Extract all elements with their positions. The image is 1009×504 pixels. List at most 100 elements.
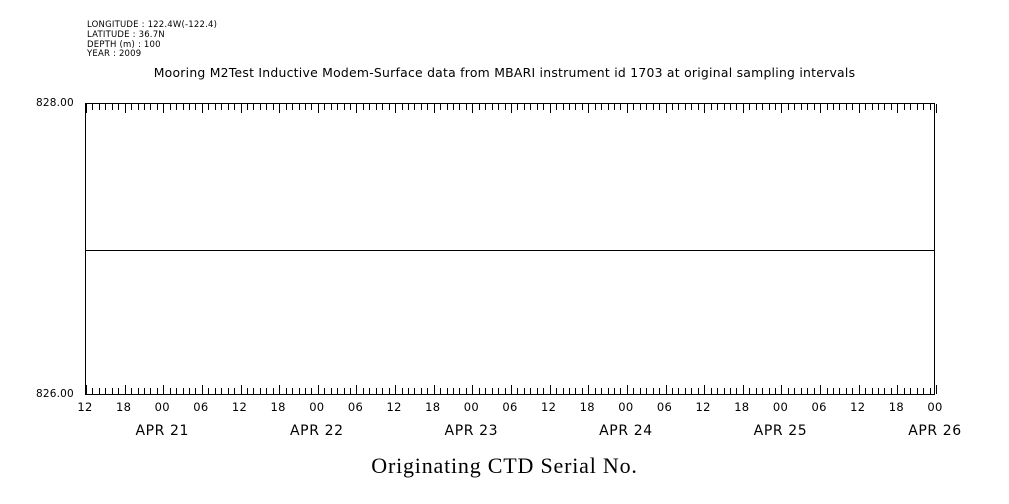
x-axis-tick-bottom-minor	[568, 388, 570, 394]
x-axis-tick-top-minor	[234, 104, 236, 110]
x-axis-tick-bottom-minor	[562, 388, 564, 394]
x-axis-day-label: APR 25	[753, 423, 808, 439]
x-axis-tick-bottom-minor	[330, 388, 332, 394]
x-axis-tick-bottom-minor	[234, 388, 236, 394]
axis-caption: Originating CTD Serial No.	[371, 453, 638, 478]
x-axis-tick-bottom-minor	[556, 388, 558, 394]
x-axis-tick-bottom-minor	[453, 388, 455, 394]
x-axis-tick-top-minor	[401, 104, 403, 110]
x-axis-hour-label: 06	[811, 400, 827, 414]
x-axis-tick-bottom-major	[124, 385, 126, 394]
x-axis-tick-top-minor	[298, 104, 300, 110]
x-axis-tick-bottom-minor	[169, 388, 171, 394]
x-axis-tick-bottom-minor	[208, 388, 210, 394]
x-axis-tick-bottom-major	[317, 385, 319, 394]
x-axis-tick-bottom-minor	[543, 388, 545, 394]
x-axis-tick-bottom-minor	[659, 388, 661, 394]
x-axis-tick-bottom-minor	[189, 388, 191, 394]
x-axis-tick-top-minor	[169, 104, 171, 110]
x-axis-tick-top-minor	[498, 104, 500, 110]
x-axis-tick-bottom-major	[588, 385, 590, 394]
x-axis-tick-top-minor	[182, 104, 184, 110]
x-axis-tick-bottom-minor	[884, 388, 886, 394]
x-axis-tick-top-minor	[195, 104, 197, 110]
plot-title: Mooring M2Test Inductive Modem-Surface d…	[153, 65, 856, 80]
x-axis-hour-label: 00	[927, 400, 943, 414]
x-axis-hour-label: 12	[541, 400, 557, 414]
x-axis-hour-label: 06	[656, 400, 673, 414]
x-axis-tick-top-minor	[118, 104, 120, 110]
x-axis-tick-bottom-minor	[639, 388, 641, 394]
x-axis-tick-top-minor	[131, 104, 133, 110]
x-axis-tick-bottom-major	[742, 385, 744, 394]
x-axis-tick-bottom-minor	[459, 388, 461, 394]
x-axis-tick-bottom-minor	[420, 388, 422, 394]
x-axis-hour-label: 00	[618, 400, 634, 414]
x-axis-tick-bottom-minor	[150, 388, 152, 394]
x-axis-tick-top-major	[279, 104, 281, 113]
x-axis-tick-bottom-minor	[259, 388, 261, 394]
x-axis-tick-bottom-major	[820, 385, 822, 394]
x-axis-tick-top-minor	[697, 104, 699, 110]
x-axis-tick-bottom-minor	[916, 388, 918, 394]
x-axis-tick-top-minor	[710, 104, 712, 110]
x-axis-tick-top-minor	[607, 104, 609, 110]
x-axis-tick-bottom-minor	[717, 388, 719, 394]
x-axis-tick-bottom-minor	[131, 388, 133, 394]
x-axis-tick-top-minor	[189, 104, 191, 110]
plot-area	[85, 103, 937, 395]
x-axis-tick-top-minor	[150, 104, 152, 110]
x-axis-tick-top-minor	[285, 104, 287, 110]
x-axis-tick-top-minor	[478, 104, 480, 110]
x-axis-tick-top-minor	[208, 104, 210, 110]
x-axis-hour-label: 06	[347, 400, 364, 414]
x-axis-tick-bottom-minor	[852, 388, 854, 394]
x-axis-tick-top-minor	[839, 104, 841, 110]
x-axis-tick-bottom-minor	[143, 388, 145, 394]
y-axis-label-top: 828.00	[36, 97, 74, 109]
x-axis-tick-top-major	[742, 104, 744, 113]
x-axis-hour-label: 00	[154, 400, 170, 414]
x-axis-tick-top-minor	[568, 104, 570, 110]
x-axis-tick-top-minor	[523, 104, 525, 110]
x-axis-tick-top-minor	[556, 104, 558, 110]
x-axis-hour-label: 12	[695, 400, 711, 414]
x-axis-tick-top-minor	[878, 104, 880, 110]
x-axis-tick-top-minor	[414, 104, 416, 110]
x-axis-hour-label: 18	[579, 400, 595, 414]
x-axis-tick-top-major	[201, 104, 203, 113]
x-axis-tick-top-major	[704, 104, 706, 113]
x-axis-tick-bottom-major	[201, 385, 203, 394]
metadata-longitude: LONGITUDE : 122.4W(-122.4)	[87, 20, 218, 30]
x-axis-tick-bottom-minor	[491, 388, 493, 394]
x-axis-tick-bottom-minor	[504, 388, 506, 394]
x-axis-tick-top-minor	[137, 104, 139, 110]
x-axis-tick-top-minor	[324, 104, 326, 110]
metadata-latitude: LATITUDE : 36.7N	[87, 29, 165, 40]
x-axis-tick-bottom-minor	[871, 388, 873, 394]
x-axis-day-label: APR 26	[908, 423, 962, 439]
x-axis-tick-bottom-minor	[620, 388, 622, 394]
x-axis-tick-top-minor	[646, 104, 648, 110]
metadata-year: YEAR : 2009	[87, 49, 142, 60]
x-axis-tick-top-minor	[762, 104, 764, 110]
x-axis-tick-top-minor	[427, 104, 429, 110]
x-axis-tick-top-minor	[787, 104, 789, 110]
x-axis-tick-bottom-minor	[137, 388, 139, 394]
x-axis-tick-bottom-minor	[266, 388, 268, 394]
x-axis-tick-bottom-minor	[298, 388, 300, 394]
x-axis-tick-top-minor	[794, 104, 796, 110]
x-axis-hour-label: 18	[888, 400, 904, 414]
x-axis-tick-top-minor	[105, 104, 107, 110]
x-axis-tick-top-minor	[485, 104, 487, 110]
x-axis-tick-bottom-minor	[646, 388, 648, 394]
metadata-depth: DEPTH (m) : 100	[87, 39, 161, 50]
x-axis-tick-top-minor	[736, 104, 738, 110]
x-axis-tick-bottom-minor	[923, 388, 925, 394]
x-axis-tick-bottom-minor	[768, 388, 770, 394]
x-axis-tick-bottom-minor	[407, 388, 409, 394]
x-axis-tick-top-minor	[691, 104, 693, 110]
x-axis-tick-top-minor	[253, 104, 255, 110]
x-axis-tick-bottom-minor	[92, 388, 94, 394]
x-axis-tick-top-minor	[111, 104, 113, 110]
